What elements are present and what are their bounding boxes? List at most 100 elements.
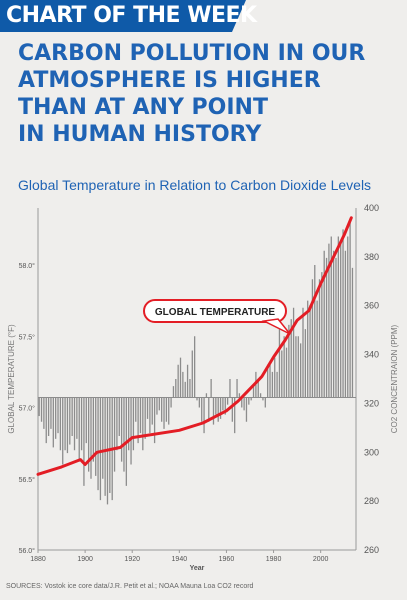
temperature-bar: [316, 300, 318, 398]
temperature-bar: [186, 364, 189, 398]
temperature-bar: [151, 397, 153, 425]
y-right-tick-label: 320: [364, 398, 379, 408]
y-left-axis-title: GLOBAL TEMPERATURE (°F): [7, 324, 16, 434]
banner: [0, 0, 232, 32]
temperature-bar: [314, 265, 316, 398]
temperature-bar: [193, 336, 196, 398]
temperature-bar: [250, 397, 252, 401]
y-right-tick-label: 400: [364, 203, 379, 213]
temperature-bar: [318, 279, 321, 398]
temperature-co2-chart: GLOBAL TEMPERATURE 1880 1900 1920 1940 1960 19…: [7, 203, 399, 572]
temperature-bar: [226, 397, 229, 405]
temperature-bar: [196, 397, 198, 401]
temperature-bar: [132, 397, 135, 451]
temperature-bar: [241, 397, 243, 408]
headline-line-3: THAN AT ANY POINT: [18, 95, 268, 120]
temperature-bar: [257, 379, 259, 398]
headline-line-4: IN HUMAN HISTORY: [18, 122, 262, 147]
temperature-bar: [69, 397, 71, 445]
y-right-tick-label: 260: [364, 545, 379, 555]
temperature-bar: [130, 397, 132, 465]
temperature-bar: [234, 397, 236, 434]
temperature-bar: [153, 397, 156, 444]
temperature-bar: [349, 222, 351, 398]
temperature-bar: [274, 357, 276, 398]
temperature-bar: [179, 357, 182, 398]
sources-note: SOURCES: Vostok ice core data/J.R. Petit…: [6, 583, 254, 590]
temperature-bar: [50, 397, 52, 429]
temperature-bar: [191, 350, 193, 398]
temperature-bar: [128, 397, 130, 451]
temperature-bar: [302, 307, 304, 398]
temperature-bar: [38, 397, 40, 417]
temperature-bar: [347, 236, 349, 398]
temperature-bar: [264, 397, 266, 408]
temperature-bar: [149, 397, 151, 434]
temperature-bar: [212, 397, 215, 425]
temperature-bar: [52, 397, 54, 448]
temperature-bar: [281, 350, 283, 398]
headline: CARBON POLLUTION IN OUR ATMOSPHERE IS HI…: [18, 40, 398, 148]
temperature-bar: [95, 397, 97, 476]
annotation-pointer: [261, 318, 291, 335]
co2-line: [36, 216, 353, 476]
temperature-bar: [321, 272, 323, 398]
temperature-bar: [161, 397, 163, 422]
temperature-bar: [156, 397, 158, 415]
temperature-bar: [311, 279, 314, 398]
temperature-bar: [340, 243, 342, 398]
temperature-bar: [328, 243, 330, 398]
temperature-bar: [259, 393, 262, 398]
y-left-tick-label: 57.5°: [19, 333, 36, 341]
temperature-bar: [71, 397, 73, 436]
temperature-bar: [222, 397, 224, 411]
temperature-bar: [203, 397, 205, 434]
x-tick-label: 1880: [30, 556, 46, 563]
temperature-bar: [299, 343, 302, 398]
temperature-bar: [165, 397, 168, 422]
temperature-bar: [208, 397, 210, 422]
x-tick-label: 1960: [219, 556, 235, 563]
temperature-bar: [189, 379, 191, 398]
temperature-bar: [78, 397, 80, 462]
temperature-bar: [231, 397, 233, 422]
temperature-bar: [113, 397, 116, 472]
temperature-bar: [62, 397, 64, 465]
temperature-bar: [99, 397, 102, 501]
temperature-bar: [210, 379, 212, 398]
temperature-bar: [73, 397, 76, 451]
temperature-bar: [198, 397, 201, 408]
temperature-bar: [236, 379, 238, 398]
temperature-bar: [215, 397, 217, 415]
temperature-bar: [335, 257, 337, 398]
temperature-bar: [142, 397, 144, 451]
temperature-bar: [168, 397, 170, 425]
temperature-bar: [252, 386, 255, 398]
temperature-bar: [45, 397, 47, 444]
temperature-bar: [342, 229, 344, 398]
temperature-bar: [116, 397, 118, 451]
temperature-bar: [177, 364, 179, 398]
x-tick-label: 2000: [313, 556, 329, 563]
y-left-tick-label: 58.0°: [19, 262, 36, 270]
y-right-tick-label: 360: [364, 301, 379, 311]
temperature-bar: [344, 250, 347, 398]
temperature-bar: [238, 393, 241, 398]
temperature-bar: [163, 397, 165, 429]
temperature-bar: [182, 371, 184, 398]
temperature-bar: [201, 397, 203, 422]
y-left-tick-label: 56.5°: [19, 476, 36, 484]
temperature-bar: [309, 304, 311, 398]
temperature-bar: [337, 236, 339, 398]
y-right-tick-label: 280: [364, 496, 379, 506]
x-tick-label: 1980: [266, 556, 282, 563]
temperature-bar: [64, 397, 66, 451]
temperature-bar: [97, 397, 99, 491]
chart-subtitle: Global Temperature in Relation to Carbon…: [18, 177, 372, 193]
x-axis-title: Year: [190, 565, 205, 572]
temperature-bar: [80, 397, 83, 451]
banner-tail: [232, 0, 246, 32]
temperature-bar: [283, 336, 285, 398]
temperature-bar: [325, 257, 328, 398]
temperature-bar: [47, 397, 50, 436]
